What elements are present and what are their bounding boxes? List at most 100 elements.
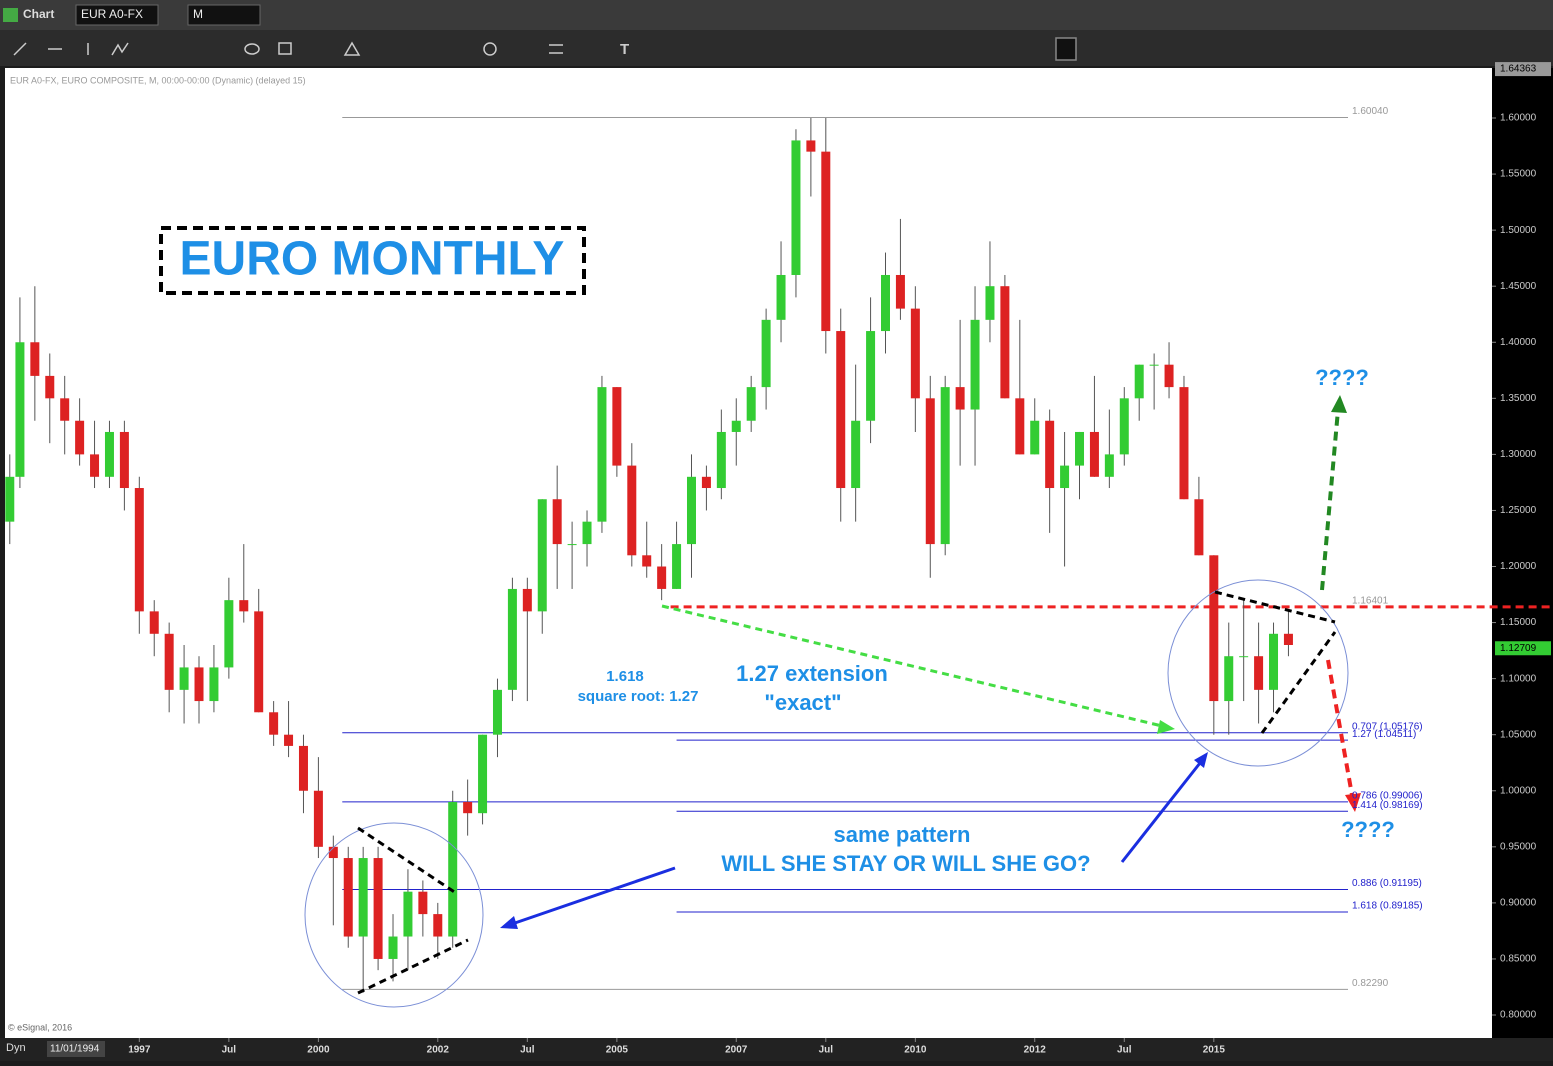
candle-body <box>910 308 920 399</box>
candle-body <box>642 555 652 567</box>
y-tick-label: 1.00000 <box>1500 785 1537 796</box>
candle-body <box>1119 398 1129 455</box>
time-axis <box>0 1038 1553 1061</box>
plot-area <box>5 68 1492 1038</box>
candle-body <box>1149 364 1159 366</box>
candle-body <box>492 689 502 735</box>
level-label: 1.16401 <box>1352 596 1389 607</box>
y-tick-label: 1.10000 <box>1500 673 1537 684</box>
interval-box[interactable] <box>187 4 261 26</box>
drawings <box>159 226 1361 1008</box>
y-tick-label: 0.90000 <box>1500 898 1537 909</box>
candle-body <box>1283 633 1293 645</box>
annotation: ???? <box>1341 817 1395 842</box>
y-tick-label: 1.45000 <box>1500 281 1537 292</box>
x-tick-label: Jul <box>819 1045 834 1056</box>
candle-body <box>328 846 338 859</box>
candle-body <box>298 745 308 791</box>
candle-body <box>209 667 219 702</box>
candle-body <box>194 667 204 702</box>
candle-body <box>1015 398 1025 455</box>
x-tick-label: Jul <box>222 1045 237 1056</box>
candle-body <box>1239 656 1249 658</box>
candle-body <box>866 331 876 421</box>
top-price-box <box>1495 62 1551 77</box>
y-tick-label: 0.80000 <box>1500 1010 1537 1021</box>
y-tick-label: 1.55000 <box>1500 169 1537 180</box>
annotation: 1.618 <box>606 668 644 685</box>
annotation: ???? <box>1315 365 1369 390</box>
candle-body <box>1179 387 1189 500</box>
level-label: 0.82290 <box>1352 978 1389 989</box>
symbol-box[interactable] <box>75 4 159 26</box>
series-layer <box>5 117 1553 993</box>
annotation: same pattern <box>834 822 971 847</box>
circle <box>1167 579 1349 767</box>
candle-body <box>1045 420 1055 489</box>
candle-body <box>880 274 890 332</box>
circle <box>304 822 484 1008</box>
arrow-head <box>1331 395 1347 413</box>
x-tick-label: 2010 <box>904 1045 927 1056</box>
candle-body <box>1254 656 1264 690</box>
y-tick-label: 1.40000 <box>1500 337 1537 348</box>
candle-body <box>90 454 100 477</box>
symbol[interactable]: EUR A0-FX <box>81 7 143 21</box>
y-tick-label: 0.95000 <box>1500 841 1537 852</box>
arrow <box>511 866 676 926</box>
candle-body <box>403 891 413 937</box>
annotation: 1.27 extension <box>736 661 888 686</box>
candle-body <box>776 274 786 320</box>
candle-body <box>701 476 711 489</box>
interval[interactable]: M <box>193 7 203 21</box>
candle-body <box>612 387 622 466</box>
start-date: 11/01/1994 <box>50 1044 100 1055</box>
toolbar-icons[interactable]: T <box>13 37 1077 61</box>
drawing-toolbar <box>0 30 1553 66</box>
candle-body <box>597 387 607 522</box>
candle-body <box>119 431 129 489</box>
candle-body <box>836 331 846 489</box>
level-label: 0.707 (1.05176) <box>1352 721 1423 732</box>
candle-body <box>1209 555 1219 702</box>
candle-body <box>60 398 70 421</box>
candle-body <box>418 891 428 915</box>
y-tick-label: 1.35000 <box>1500 393 1537 404</box>
annotation: "exact" <box>764 690 841 715</box>
arrow <box>1120 762 1202 863</box>
arrow <box>1326 659 1354 796</box>
candle-body <box>716 431 726 489</box>
candle-body <box>1224 656 1234 702</box>
candle-body <box>358 858 368 937</box>
mode[interactable]: Dyn <box>6 1042 26 1054</box>
candle-body <box>478 734 488 814</box>
candle-body <box>895 274 905 309</box>
candle-body <box>821 151 831 332</box>
candle-body <box>1089 431 1099 477</box>
arrow <box>1320 409 1340 591</box>
last-price-box <box>1495 641 1551 656</box>
candle-body <box>746 387 756 421</box>
date-box <box>47 1041 105 1057</box>
candle-body <box>627 465 637 556</box>
candle-body <box>45 375 55 399</box>
candle-body <box>149 611 159 634</box>
candle-body <box>1060 465 1070 489</box>
copyright: © eSignal, 2016 <box>8 1022 72 1032</box>
candle-body <box>1194 499 1204 556</box>
candle-body <box>463 801 473 814</box>
candle-body <box>1164 364 1174 388</box>
trend-line <box>357 826 457 895</box>
x-tick-label: Jul <box>1117 1045 1132 1056</box>
candle-body <box>1104 454 1114 477</box>
candle-body <box>164 633 174 690</box>
x-tick-label: 2015 <box>1203 1045 1226 1056</box>
candle-body <box>269 712 279 735</box>
candle-body <box>388 936 398 959</box>
candle-body <box>686 476 696 545</box>
level-label: 1.414 (0.98169) <box>1352 800 1423 811</box>
arrow-head <box>500 916 518 929</box>
candle-body <box>284 734 294 746</box>
